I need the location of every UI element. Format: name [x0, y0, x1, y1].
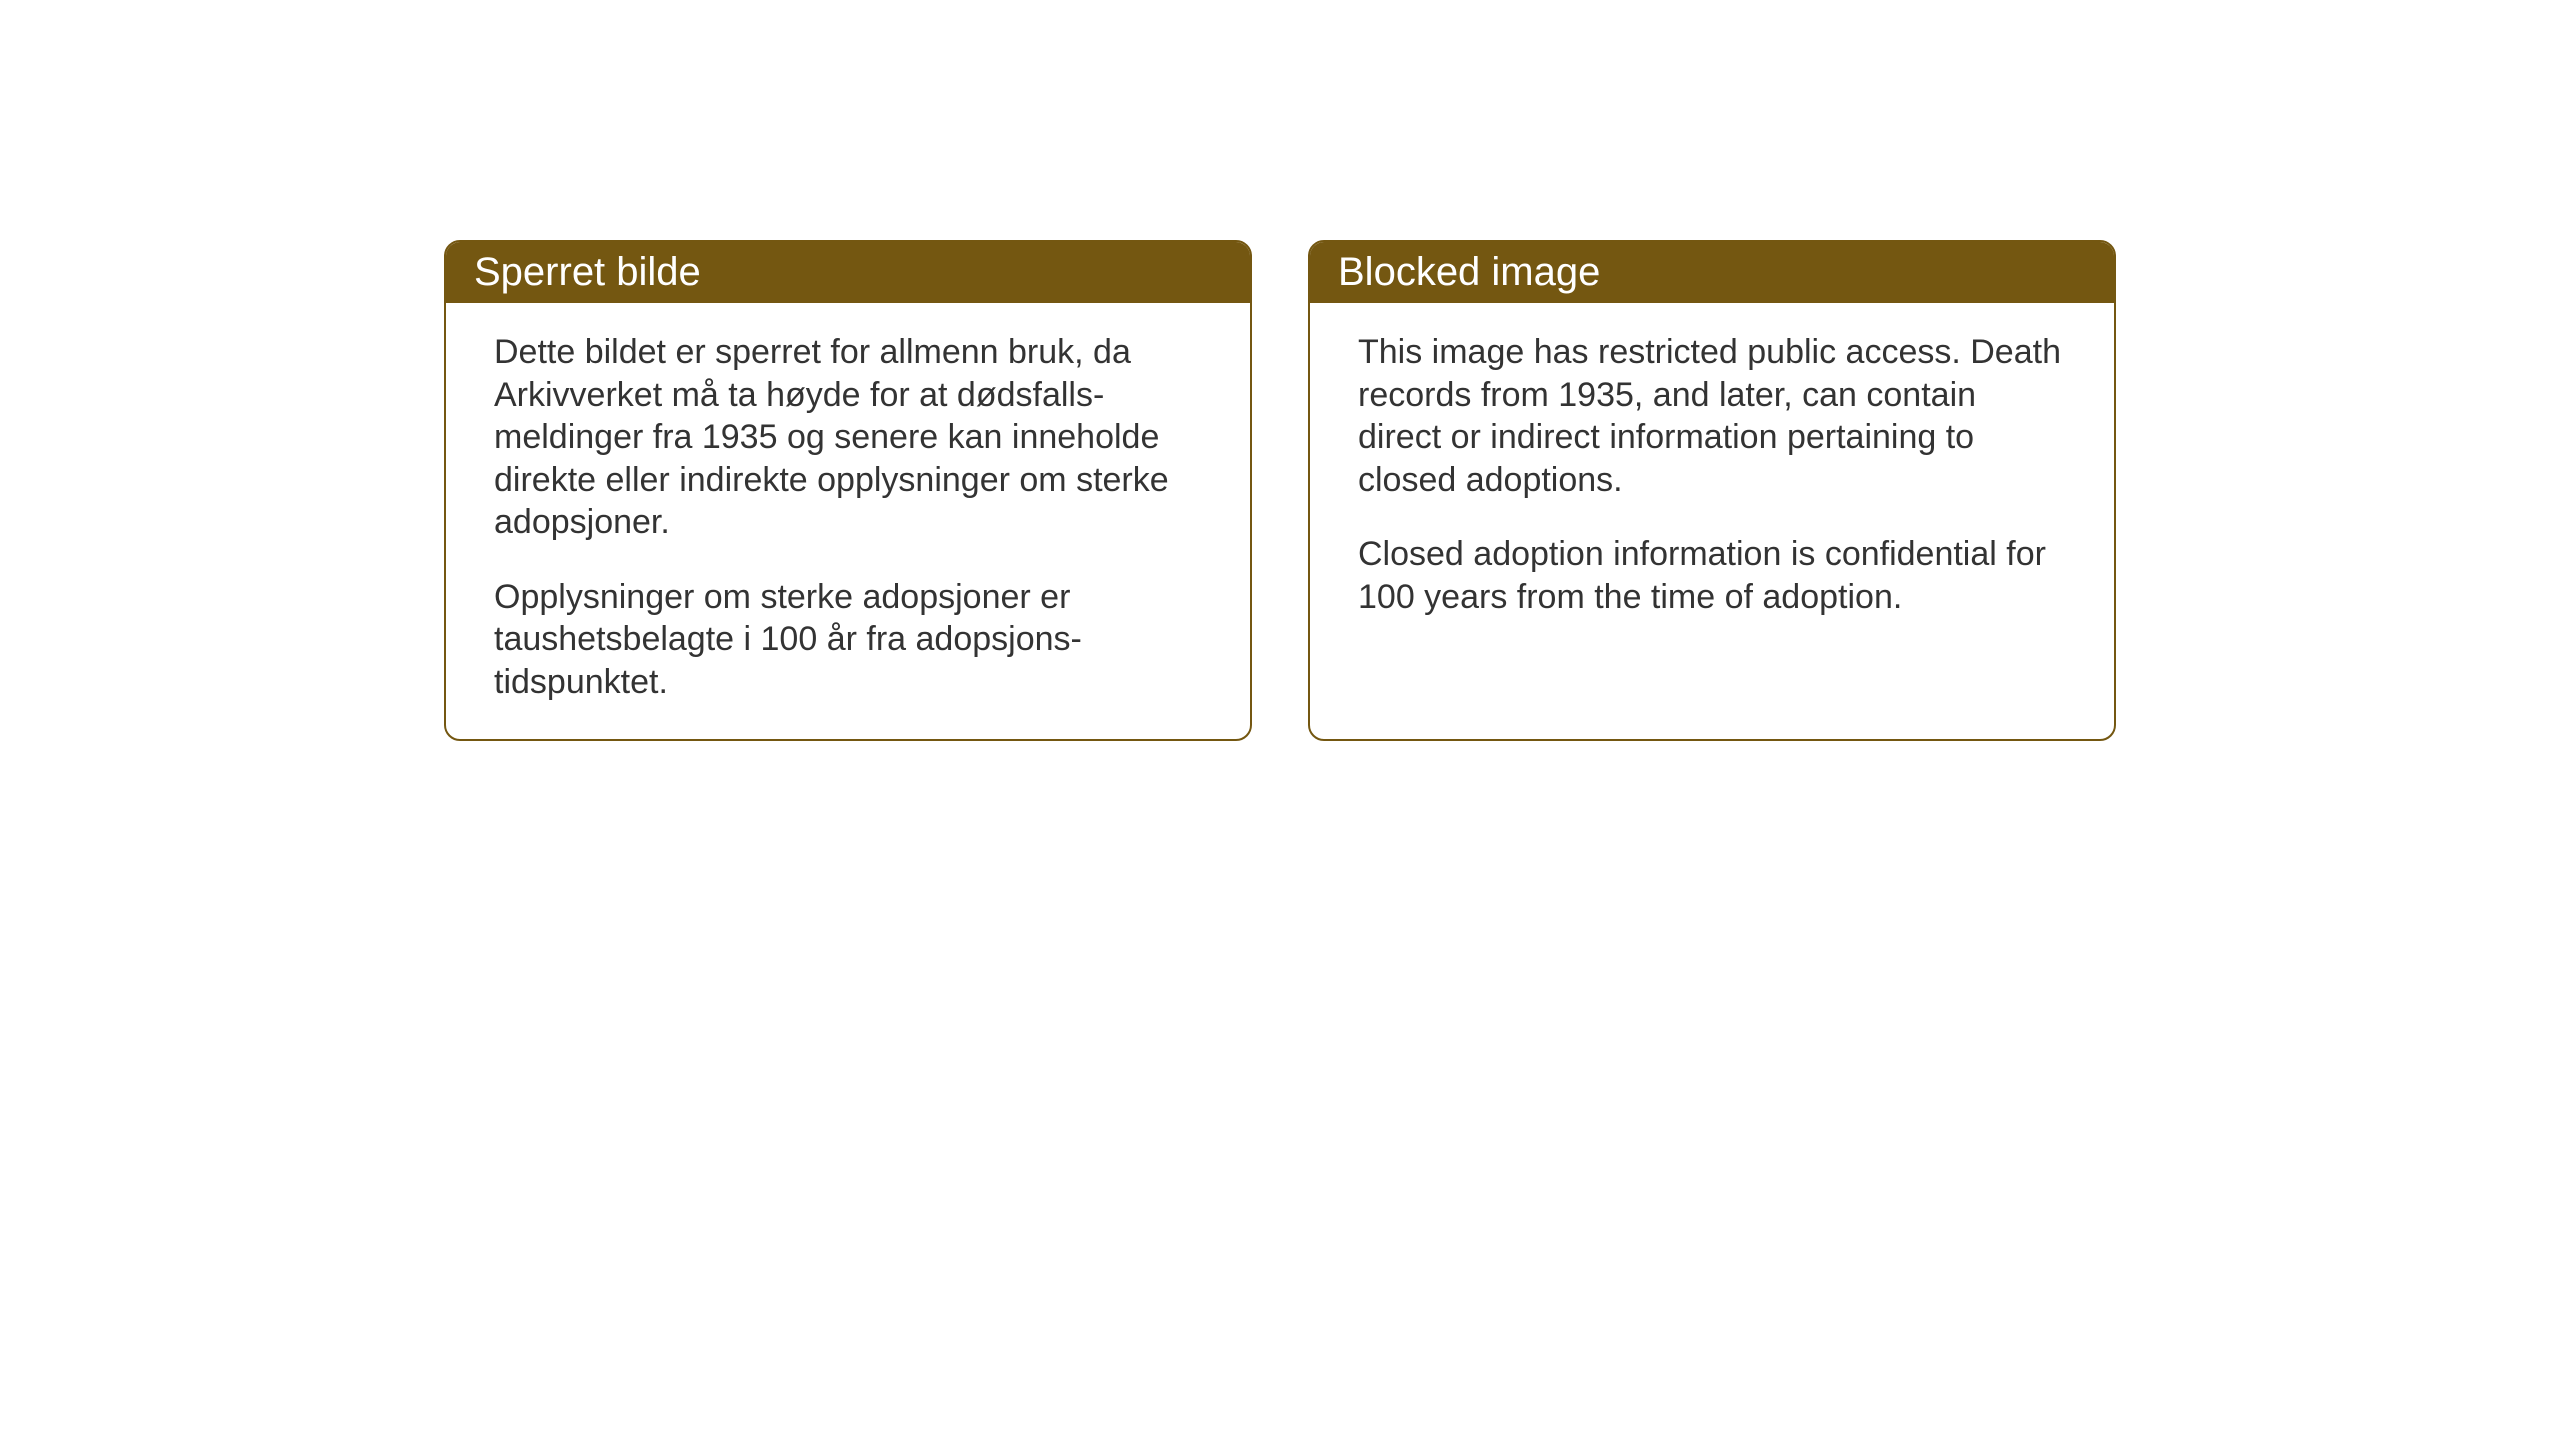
- english-paragraph-1: This image has restricted public access.…: [1358, 331, 2066, 501]
- norwegian-paragraph-1: Dette bildet er sperret for allmenn bruk…: [494, 331, 1202, 544]
- english-notice-card: Blocked image This image has restricted …: [1308, 240, 2116, 741]
- norwegian-card-title: Sperret bilde: [446, 242, 1250, 303]
- norwegian-card-body: Dette bildet er sperret for allmenn bruk…: [446, 303, 1250, 739]
- english-card-body: This image has restricted public access.…: [1310, 303, 2114, 654]
- notice-cards-container: Sperret bilde Dette bildet er sperret fo…: [444, 240, 2116, 741]
- norwegian-paragraph-2: Opplysninger om sterke adopsjoner er tau…: [494, 576, 1202, 704]
- norwegian-notice-card: Sperret bilde Dette bildet er sperret fo…: [444, 240, 1252, 741]
- english-card-title: Blocked image: [1310, 242, 2114, 303]
- english-paragraph-2: Closed adoption information is confident…: [1358, 533, 2066, 618]
